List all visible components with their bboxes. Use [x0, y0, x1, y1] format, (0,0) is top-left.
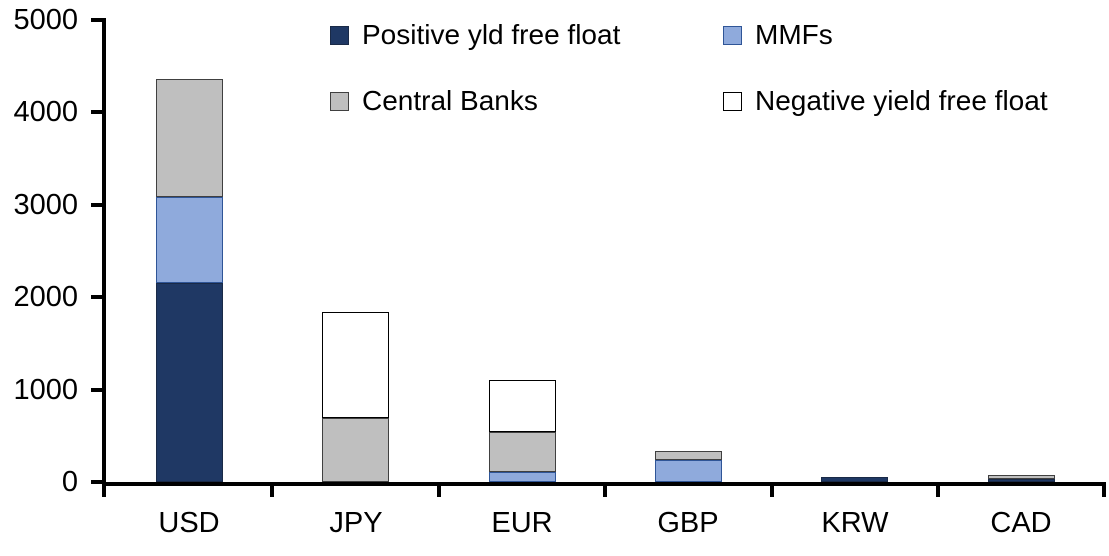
y-axis-tick: [91, 295, 102, 299]
bar-gbp: [655, 451, 722, 482]
y-axis-line: [102, 18, 106, 486]
bar-cad: [988, 475, 1055, 482]
bar-segment-eur-negative-yield-free-float: [489, 380, 556, 432]
x-axis-label-cad: CAD: [990, 507, 1052, 539]
x-axis-label-gbp: GBP: [657, 507, 719, 539]
bar-usd: [156, 79, 223, 482]
x-axis-label-eur: EUR: [491, 507, 553, 539]
bar-segment-jpy-negative-yield-free-float: [322, 312, 389, 419]
x-axis-label-krw: KRW: [821, 507, 889, 539]
bar-krw: [821, 477, 888, 482]
y-axis-tick-label: 3000: [13, 188, 78, 221]
y-axis-tick: [91, 110, 102, 114]
legend-label: MMFs: [755, 19, 833, 50]
bar-segment-eur-central-banks: [489, 431, 556, 472]
legend-label: Central Banks: [362, 85, 538, 116]
bar-segment-gbp-central-banks: [655, 451, 722, 461]
x-axis-tick: [603, 482, 608, 497]
legend-item-positive-yld-free-float: Positive yld free float: [330, 18, 620, 52]
x-axis-label-usd: USD: [158, 507, 220, 539]
legend-label: Positive yld free float: [362, 19, 621, 50]
x-axis-tick: [270, 482, 275, 497]
legend-swatch-icon: [330, 91, 349, 111]
bar-segment-eur-mmfs: [489, 471, 556, 482]
x-axis-tick: [769, 482, 774, 497]
legend-swatch-icon: [330, 25, 349, 45]
legend-swatch-icon: [723, 91, 742, 111]
x-axis-label-jpy: JPY: [329, 507, 383, 539]
bar-segment-cad-central-banks: [988, 475, 1055, 479]
legend-item-negative-yield-free-float: Negative yield free float: [723, 84, 1048, 118]
x-axis-line: [102, 482, 1104, 486]
bar-eur: [489, 380, 556, 482]
bar-segment-gbp-mmfs: [655, 460, 722, 482]
y-axis-tick: [91, 387, 102, 392]
legend-item-central-banks: Central Banks: [330, 84, 538, 118]
bar-segment-jpy-central-banks: [322, 418, 389, 482]
x-axis-tick: [1102, 482, 1107, 497]
y-axis-tick-label: 2000: [13, 281, 78, 313]
x-axis-tick: [102, 482, 106, 497]
y-axis-tick-label: 4000: [13, 96, 78, 128]
bar-segment-usd-positive-yld-free-float: [156, 283, 223, 482]
y-axis-tick: [91, 202, 102, 207]
x-axis-tick: [436, 482, 441, 497]
y-axis-tick: [91, 480, 102, 484]
bar-segment-usd-central-banks: [156, 79, 223, 198]
bar-segment-krw-positive-yld-free-float: [821, 477, 888, 482]
legend-item-mmfs: MMFs: [723, 18, 833, 52]
legend-swatch-icon: [723, 25, 742, 45]
bar-segment-cad-positive-yld-free-float: [988, 478, 1055, 482]
y-axis-tick-label: 5000: [13, 3, 78, 36]
legend-label: Negative yield free float: [755, 85, 1048, 116]
y-axis-tick-label: 0: [61, 466, 78, 498]
x-axis-tick: [936, 482, 940, 497]
bar-jpy: [322, 312, 389, 482]
bar-segment-usd-mmfs: [156, 197, 223, 284]
y-axis-tick: [91, 17, 102, 22]
y-axis-tick-label: 1000: [13, 373, 78, 406]
